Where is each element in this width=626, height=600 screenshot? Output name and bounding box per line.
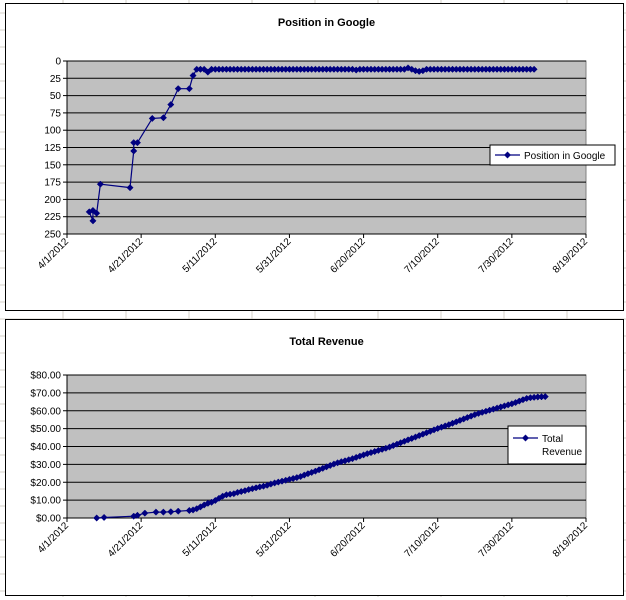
position-chart-data-point (148, 114, 156, 122)
position-chart-y-tick-label: 25 (50, 74, 62, 85)
revenue-chart-y-tick-label: $30.00 (30, 460, 61, 471)
revenue-chart-y-tick-label: $80.00 (30, 371, 61, 382)
position-chart-data-point (530, 65, 538, 73)
position-chart-legend-marker (503, 151, 512, 159)
revenue-chart-data-point (141, 509, 149, 517)
position-chart-data-point (126, 184, 134, 192)
position-chart-x-tick-label: 5/31/2012 (254, 236, 294, 276)
revenue-chart-data-point (133, 511, 141, 519)
position-chart-data-point (93, 209, 101, 217)
position-chart-y-tick-label: 100 (44, 126, 61, 137)
revenue-chart-y-tick-label: $20.00 (30, 478, 61, 489)
revenue-chart-x-tick-label: 4/21/2012 (106, 520, 146, 560)
position-chart-y-tick-label: 125 (44, 143, 61, 154)
revenue-chart-y-tick-label: $40.00 (30, 442, 61, 453)
revenue-chart-x-tick-label: 5/31/2012 (254, 520, 294, 560)
revenue-chart-legend-label: Total Revenue (542, 434, 582, 458)
position-chart-x-tick-label: 6/20/2012 (328, 236, 368, 276)
revenue-chart-y-tick-label: $50.00 (30, 424, 61, 435)
position-chart-data-point (89, 217, 97, 225)
position-chart-y-tick-label: 225 (44, 212, 61, 223)
revenue-chart: Total Revenue $0.00 $10.00 $20.00 $30.00 $40.… (30, 336, 591, 560)
revenue-chart-x-tick-label: 8/19/2012 (551, 520, 591, 560)
position-chart-x-tick-label: 4/1/2012 (36, 236, 72, 272)
position-chart: Position in Google 0 25 50 75 100 125 150 175 200… (36, 17, 616, 276)
position-chart-x-tick-label: 8/19/2012 (551, 236, 591, 276)
position-chart-data-point (130, 147, 138, 155)
revenue-chart-legend-marker (521, 434, 530, 442)
revenue-chart-data-point (159, 508, 167, 516)
revenue-chart-x-tick-label: 4/1/2012 (36, 520, 72, 556)
position-chart-y-tick-label: 0 (55, 57, 61, 68)
revenue-chart-y-tick-label: $70.00 (30, 388, 61, 399)
revenue-chart-y-tick-label: $60.00 (30, 406, 61, 417)
position-chart-y-tick-label: 175 (44, 178, 61, 189)
position-chart-x-tick-label: 5/11/2012 (181, 236, 220, 275)
position-chart-y-tick-label: 50 (50, 91, 62, 102)
position-chart-data-point (96, 180, 104, 188)
revenue-chart-x-tick-label: 5/11/2012 (181, 520, 220, 559)
position-chart-data-point (167, 101, 175, 109)
revenue-chart-x-tick-label: 7/10/2012 (403, 520, 443, 560)
position-chart-data-point (404, 64, 412, 72)
revenue-chart-panel[interactable]: Total Revenue $0.00 $10.00 $20.00 $30.00 $40.… (5, 319, 624, 596)
position-chart-x-tick-label: 7/30/2012 (477, 236, 517, 276)
revenue-chart-data-point (100, 513, 108, 522)
position-chart-data-point (185, 85, 193, 93)
position-chart-y-tick-label: 200 (44, 195, 61, 206)
revenue-chart-data-point (541, 393, 549, 401)
position-chart-data-point (189, 71, 197, 80)
revenue-chart-data-point (167, 508, 175, 516)
revenue-chart-data-point (152, 508, 160, 516)
position-chart-y-tick-label: 75 (50, 108, 62, 119)
revenue-chart-x-tick-label: 7/30/2012 (477, 520, 517, 560)
revenue-chart-y-tick-label: $10.00 (30, 496, 61, 507)
position-chart-data-point (133, 139, 141, 147)
position-chart-legend-label: Position in Google (524, 151, 606, 162)
revenue-chart-data-point (93, 514, 101, 522)
revenue-chart-x-tick-label: 6/20/2012 (328, 520, 368, 560)
position-chart-x-tick-label: 4/21/2012 (106, 236, 146, 276)
position-chart-legend (489, 144, 616, 166)
revenue-chart-data-point (174, 507, 182, 515)
revenue-chart-y-tick-label: $0.00 (36, 514, 61, 525)
position-chart-y-tick-label: 150 (44, 160, 61, 171)
position-chart-panel[interactable]: Position in Google 0 25 50 75 100 125 150 175 200… (5, 3, 624, 311)
position-chart-data-point (174, 85, 182, 93)
revenue-chart-legend (507, 425, 587, 465)
position-chart-data-point (159, 114, 167, 122)
position-chart-x-tick-label: 7/10/2012 (403, 236, 443, 276)
position-chart-title: Position in Google (278, 17, 375, 29)
position-chart-y-tick-label: 250 (44, 230, 61, 241)
revenue-chart-title: Total Revenue (289, 336, 363, 348)
